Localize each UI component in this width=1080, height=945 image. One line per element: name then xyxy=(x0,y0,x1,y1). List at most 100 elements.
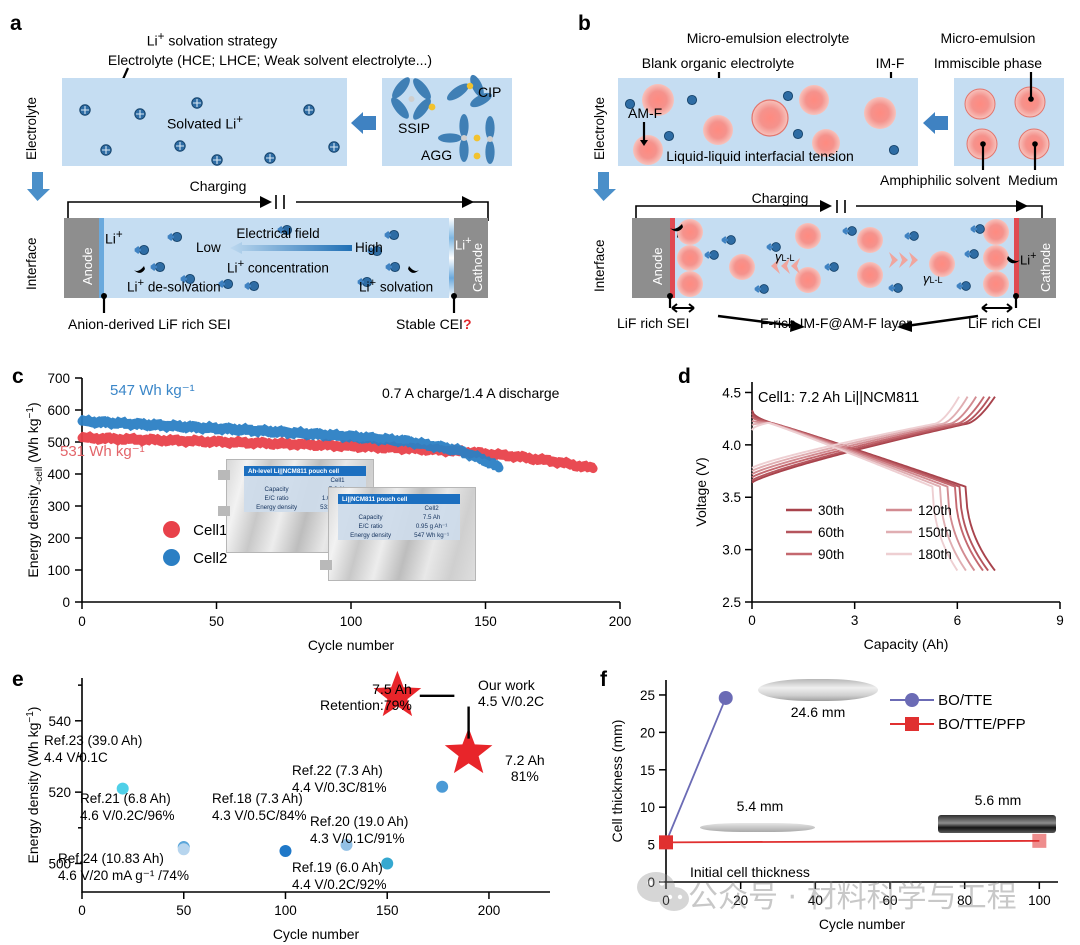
panel-a-subtitle: Electrolyte (HCE; LHCE; Weak solvent ele… xyxy=(107,52,433,68)
svg-text:600: 600 xyxy=(47,403,70,418)
pouch-tab-1a xyxy=(218,470,230,480)
svg-text:0: 0 xyxy=(62,595,70,610)
panel-a-desolvation-label: Li+ de-solvation xyxy=(127,277,221,295)
svg-text:Ref.23 (39.0 Ah): Ref.23 (39.0 Ah) xyxy=(44,733,142,748)
panel-d-chart: 2.5 3.0 3.5 4.0 4.5 0 3 6 9 Voltage (V) Capacity (… xyxy=(693,382,1064,652)
panel-a-ssip-label: SSIP xyxy=(398,120,430,136)
table2-r2-v: 547 Wh kg⁻¹ xyxy=(414,532,450,539)
svg-text:25: 25 xyxy=(640,688,655,703)
panel-b-imf-label: IM-F xyxy=(875,55,905,71)
table2-r2-k: Energy density xyxy=(350,532,392,539)
table1-r2-k: Energy density xyxy=(256,504,298,511)
panel-b-immiscible-pointer xyxy=(1028,72,1034,102)
svg-text:20: 20 xyxy=(733,893,748,908)
our-work-l1: Our work xyxy=(478,677,535,693)
table2-r1-k: E/C ratio xyxy=(358,523,383,530)
svg-text:Voltage (V): Voltage (V) xyxy=(693,457,709,526)
svg-text:60th: 60th xyxy=(818,525,844,540)
svg-text:Energy density-cell (Wh kg−1): Energy density-cell (Wh kg−1) xyxy=(25,402,45,577)
svg-text:Ref.20 (19.0 Ah): Ref.20 (19.0 Ah) xyxy=(310,814,408,829)
panel-a-cathode-cei xyxy=(449,218,454,298)
panel-a-row-label-interface: Interface xyxy=(24,237,39,290)
panel-a-cei-question: ? xyxy=(462,316,472,332)
panel-c-legend-cell1: Cell1 xyxy=(163,521,227,539)
panel-b-tension-label: Liquid-liquid interfacial tension xyxy=(666,148,854,164)
panel-b-emulsion-droplets xyxy=(624,84,900,165)
svg-text:3.5: 3.5 xyxy=(722,490,741,505)
svg-text:Cycle number: Cycle number xyxy=(308,637,395,653)
svg-text:30th: 30th xyxy=(818,503,844,518)
panel-b-cell-droplets xyxy=(670,219,1020,297)
svg-text:120th: 120th xyxy=(918,503,952,518)
panel-c-rate-note: 0.7 A charge/1.4 A discharge xyxy=(382,385,560,401)
svg-text:Cell thickness (mm): Cell thickness (mm) xyxy=(609,720,625,843)
panel-e-letter: e xyxy=(12,668,24,691)
svg-text:150th: 150th xyxy=(918,525,952,540)
table2-r0-k: Capacity xyxy=(358,514,383,521)
panel-f-initial-label: Initial cell thickness xyxy=(690,864,810,880)
svg-text:400: 400 xyxy=(47,467,70,482)
panel-a-down-arrow xyxy=(27,172,50,201)
panel-a-anode-sei xyxy=(99,218,104,298)
panel-a-efield-label: Electrical field xyxy=(236,226,320,241)
panel-e-star-top-annotation: 7.5 Ah Retention:79% xyxy=(320,681,412,713)
panel-a-row-label-electrolyte: Electrolyte xyxy=(24,96,39,160)
star-bottom-l2: 81% xyxy=(510,768,539,785)
legend-label-bo-tte: BO/TTE xyxy=(938,692,993,709)
cell-photo-flat-right xyxy=(938,815,1056,833)
svg-text:Capacity (Ah): Capacity (Ah) xyxy=(864,636,949,652)
svg-text:500: 500 xyxy=(47,435,70,450)
panel-b-circuit xyxy=(635,200,1043,222)
panel-b-amphiphilic-label: Amphiphilic solvent xyxy=(880,172,1000,188)
table1-r0-k: Capacity xyxy=(264,486,289,493)
svg-text:Ref.21 (6.8 Ah): Ref.21 (6.8 Ah) xyxy=(80,791,171,806)
panel-d-letter: d xyxy=(678,365,691,388)
panel-b-row-label-interface: Interface xyxy=(592,239,607,292)
panel-f-legend-bo-tte: BO/TTE xyxy=(890,692,992,709)
svg-text:0: 0 xyxy=(78,903,86,918)
panel-a-solvation-species xyxy=(391,74,495,164)
panel-a-anode-label: Anode xyxy=(80,247,95,285)
svg-text:2.5: 2.5 xyxy=(722,595,741,610)
panel-b-anode-sei xyxy=(670,218,675,298)
panel-a-cei-text: Stable CEI xyxy=(396,316,463,332)
svg-text:500: 500 xyxy=(48,856,71,871)
panel-b-sei-markers xyxy=(667,293,1019,332)
panel-a-li-right: Li+ xyxy=(455,235,472,253)
pouch-tab-1b xyxy=(218,506,230,516)
panel-b-medium-label: Medium xyxy=(1008,172,1058,188)
svg-text:4.5: 4.5 xyxy=(722,385,741,400)
legend-dot-cell2 xyxy=(163,549,180,566)
panel-a-concentration-label: Li+ concentration xyxy=(227,258,329,276)
panel-a-li-ions xyxy=(79,97,340,166)
panel-f-ann-thin2: 5.6 mm xyxy=(974,792,1022,808)
legend-dot-cell1 xyxy=(163,521,180,538)
panel-a-gradient-arrow xyxy=(230,242,352,254)
panel-a-sei-label: Anion-derived LiF rich SEI xyxy=(68,316,231,332)
table1-header: Ah-level Li||NCM811 pouch cell xyxy=(244,466,366,476)
svg-text:100: 100 xyxy=(274,903,297,918)
panel-b-cathode-label: Cathode xyxy=(1038,242,1053,292)
panel-a-li-left: Li+ xyxy=(105,228,123,247)
svg-text:200: 200 xyxy=(478,903,501,918)
panel-b-charging-label: Charging xyxy=(751,190,809,206)
panel-b-anode-label: Anode xyxy=(650,247,665,285)
panel-b-immiscible-label: Immiscible phase xyxy=(933,55,1043,71)
panel-c-annotation-blue: 547 Wh kg⁻¹ xyxy=(110,382,195,399)
legend-marker-bo-tte xyxy=(890,693,934,707)
panel-b-amf-pointer xyxy=(640,122,648,146)
panel-a-low-label: Low xyxy=(196,240,221,255)
panel-a-charging-label: Charging xyxy=(189,178,247,194)
svg-text:3.0: 3.0 xyxy=(722,543,741,558)
svg-text:60: 60 xyxy=(882,893,897,908)
panel-b-sei-label: LiF rich SEI xyxy=(617,315,690,331)
svg-text:180th: 180th xyxy=(918,547,952,562)
table2-col: Cell2 xyxy=(424,505,439,512)
panel-a-solvated-label: Solvated Li+ xyxy=(166,113,244,132)
svg-text:6: 6 xyxy=(954,613,962,628)
panel-b-row-label-electrolyte: Electrolyte xyxy=(592,96,607,160)
table2-r1-v: 0.95 g Ah⁻¹ xyxy=(415,523,448,530)
panel-c-annotation-red: 531 Wh kg⁻¹ xyxy=(60,443,145,460)
pouch-tab-2a xyxy=(320,560,332,570)
panel-a-migrating-ions xyxy=(134,224,419,292)
